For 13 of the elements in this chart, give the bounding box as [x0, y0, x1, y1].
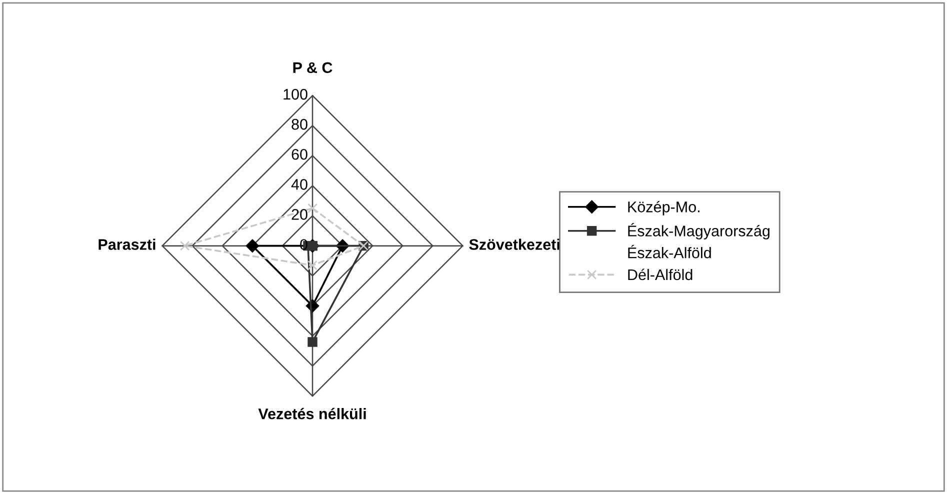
spoke-label: Paraszti	[98, 238, 156, 250]
legend-label: Észak-Magyarország	[628, 223, 770, 240]
spoke-label: P & C	[293, 62, 332, 74]
y-tick-label: 100	[284, 88, 308, 100]
series-label: Észak-Alföld	[628, 244, 711, 258]
spoke-label: Szövetkezeti	[469, 238, 560, 250]
legend-label: Közép-Mo.	[628, 200, 700, 216]
y-tick-label: 40	[291, 179, 308, 190]
y-tick-label: 20	[292, 209, 308, 220]
spoke-label: Vezetés nélküli	[258, 408, 366, 420]
y-tick-label: 80	[292, 118, 308, 130]
y-tick-label: 60	[292, 148, 308, 160]
legend-label: Dél-Alföld	[628, 268, 692, 280]
